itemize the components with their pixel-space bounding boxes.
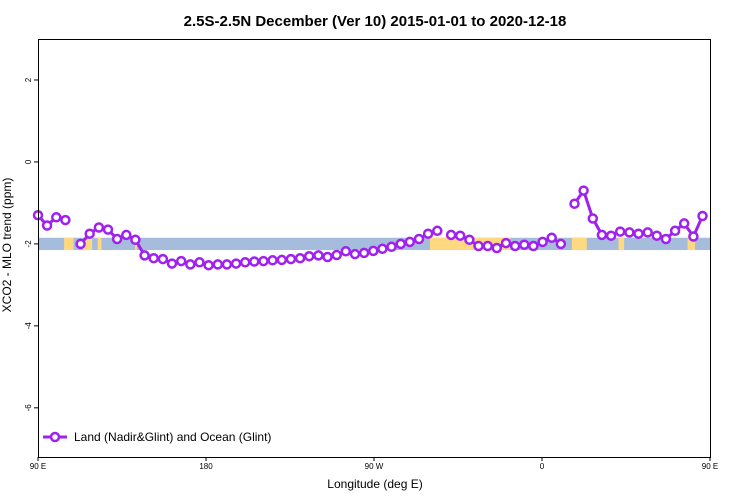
data-point xyxy=(303,250,315,262)
data-point xyxy=(578,185,589,196)
x-tick-label: 90 W xyxy=(365,462,384,471)
land-band xyxy=(64,237,74,251)
data-point xyxy=(633,228,644,239)
data-point xyxy=(569,198,580,209)
data-point xyxy=(614,226,626,237)
data-point xyxy=(454,230,466,241)
data-point xyxy=(377,243,388,255)
data-point xyxy=(60,214,71,226)
data-point xyxy=(121,229,132,241)
x-tick-label: 180 xyxy=(199,462,213,471)
data-point xyxy=(294,252,306,264)
data-point xyxy=(368,245,379,257)
data-point xyxy=(555,238,567,250)
data-point xyxy=(41,220,53,231)
x-tick-label: 90 E xyxy=(702,462,718,471)
x-axis-label: Longitude (deg E) xyxy=(327,477,422,491)
land-band xyxy=(571,237,587,251)
data-point xyxy=(102,224,114,235)
data-point xyxy=(404,236,416,248)
data-point xyxy=(185,259,196,270)
data-point xyxy=(660,233,672,245)
data-point xyxy=(230,258,242,269)
data-point xyxy=(386,241,397,253)
data-point xyxy=(313,250,324,261)
data-point xyxy=(166,258,178,269)
data-point xyxy=(139,250,150,261)
land-band xyxy=(97,237,102,251)
x-tick-label: 90 E xyxy=(30,462,46,471)
data-point xyxy=(258,255,269,267)
data-point xyxy=(203,259,214,271)
data-point xyxy=(93,222,105,233)
y-tick-label: -4 xyxy=(24,322,33,330)
land-band xyxy=(618,237,625,251)
data-point xyxy=(528,240,539,252)
legend-swatch-marker xyxy=(49,431,61,443)
data-point xyxy=(482,240,493,252)
land-band xyxy=(687,237,696,251)
data-point xyxy=(349,248,361,260)
data-point xyxy=(212,259,224,270)
y-tick-label: 0 xyxy=(24,159,33,164)
data-point xyxy=(51,212,62,223)
data-point xyxy=(669,225,681,237)
y-tick-label: -6 xyxy=(24,404,33,412)
data-point xyxy=(519,239,530,250)
series-layer xyxy=(32,185,708,271)
data-point xyxy=(537,236,548,248)
data-point xyxy=(546,232,557,244)
x-axis: 90 E 180 90 W 0 90 E xyxy=(30,457,718,471)
data-point xyxy=(322,251,333,263)
data-point xyxy=(194,257,205,268)
data-point xyxy=(75,238,86,250)
land-band xyxy=(82,237,93,251)
data-point xyxy=(84,228,95,239)
data-point xyxy=(688,231,699,242)
data-point xyxy=(651,230,663,241)
data-point xyxy=(678,218,690,229)
data-point xyxy=(422,228,434,239)
data-point xyxy=(413,233,425,245)
data-point xyxy=(464,234,475,246)
y-axis: 2 0 -2 -4 -6 xyxy=(24,77,38,411)
data-point xyxy=(340,246,352,257)
data-point xyxy=(276,254,288,266)
data-point xyxy=(587,213,599,224)
data-point xyxy=(395,238,406,250)
data-point xyxy=(491,242,503,254)
data-point xyxy=(624,227,635,238)
data-point xyxy=(175,255,187,267)
data-point xyxy=(221,259,233,270)
chart-title: 2.5S-2.5N December (Ver 10) 2015-01-01 t… xyxy=(184,13,567,30)
data-point xyxy=(267,255,278,266)
legend-label: Land (Nadir&Glint) and Ocean (Glint) xyxy=(74,430,271,444)
y-tick-label: 2 xyxy=(24,77,33,82)
data-point xyxy=(697,210,708,222)
legend: Land (Nadir&Glint) and Ocean (Glint) xyxy=(43,430,271,444)
y-axis-label: XCO2 - MLO trend (ppm) xyxy=(0,178,14,313)
data-point xyxy=(473,240,484,252)
series-line xyxy=(573,189,612,238)
data-point xyxy=(432,225,443,237)
data-point xyxy=(249,256,260,267)
data-point xyxy=(239,257,251,268)
data-point xyxy=(445,229,457,241)
data-point xyxy=(157,253,169,265)
data-point xyxy=(500,237,512,249)
data-point xyxy=(111,233,123,245)
data-point xyxy=(331,249,342,261)
data-point xyxy=(642,227,653,238)
data-point xyxy=(148,252,159,264)
data-point xyxy=(605,230,617,241)
data-point xyxy=(130,234,141,246)
data-point xyxy=(509,240,521,252)
data-point xyxy=(285,253,297,265)
x-tick-label: 0 xyxy=(540,462,545,471)
y-tick-label: -2 xyxy=(24,240,33,248)
data-point xyxy=(358,247,370,259)
data-point xyxy=(596,229,608,241)
